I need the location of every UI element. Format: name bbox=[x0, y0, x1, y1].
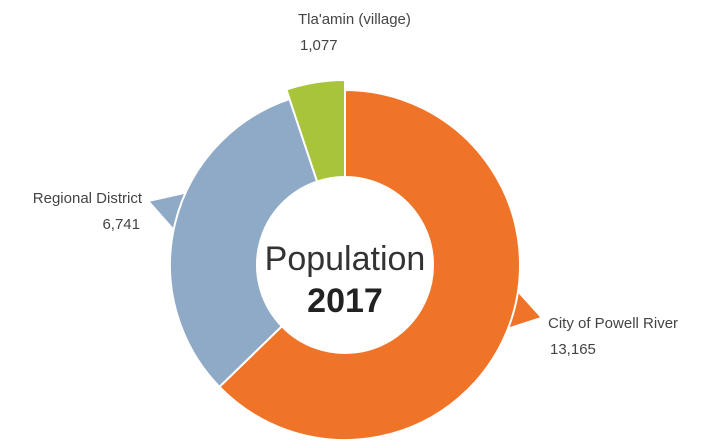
donut bbox=[150, 78, 541, 441]
segment-label: Tla'amin (village) bbox=[298, 11, 411, 28]
donut-segment bbox=[285, 78, 346, 183]
segment-value: 1,077 bbox=[300, 37, 338, 54]
segment-label: Regional District bbox=[33, 190, 143, 207]
donut-segment bbox=[169, 97, 319, 389]
center-subtitle: 2017 bbox=[307, 282, 383, 320]
segment-value: 6,741 bbox=[102, 216, 140, 233]
center-title: Population bbox=[265, 240, 426, 278]
donut-segment bbox=[217, 88, 521, 441]
segment-label: City of Powell River bbox=[548, 315, 678, 332]
segment-value: 13,165 bbox=[550, 341, 596, 358]
